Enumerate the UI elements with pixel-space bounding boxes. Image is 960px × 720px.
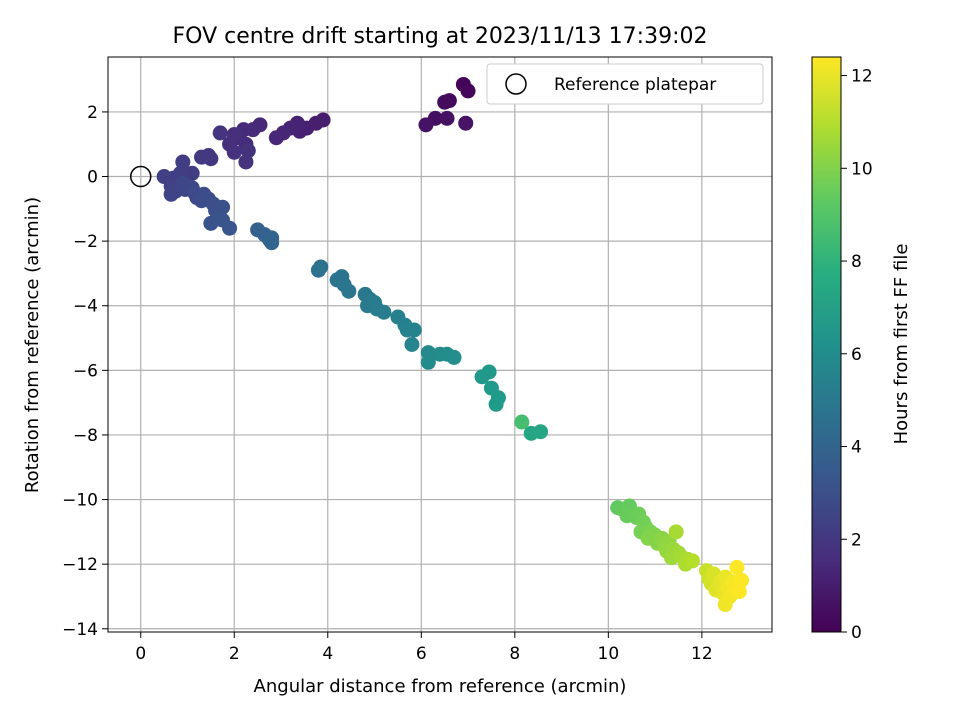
- x-tick-label: 12: [691, 644, 713, 664]
- data-point: [240, 143, 256, 159]
- data-point: [222, 220, 238, 236]
- data-point: [194, 149, 210, 165]
- data-point: [420, 354, 436, 370]
- data-point: [458, 115, 474, 131]
- data-point: [268, 130, 284, 146]
- x-tick-label: 8: [509, 644, 520, 664]
- data-point: [685, 553, 701, 569]
- y-tick-label: −10: [62, 491, 98, 511]
- y-tick-label: −14: [62, 620, 98, 640]
- colorbar-tick-label: 12: [851, 67, 873, 87]
- y-tick-label: −2: [73, 232, 98, 252]
- data-point: [163, 186, 179, 202]
- data-point: [404, 337, 420, 352]
- data-point: [238, 154, 254, 170]
- colorbar-tick-label: 2: [851, 530, 862, 550]
- y-axis-label: Rotation from reference (arcmin): [22, 197, 43, 493]
- y-axis-ticks: −14 −12 −10 −8 −6 −4 −2 0 2: [62, 103, 108, 640]
- x-tick-label: 4: [322, 644, 333, 664]
- data-point: [264, 235, 280, 251]
- y-tick-label: −6: [73, 361, 98, 381]
- data-point: [734, 572, 750, 588]
- colorbar-label: Hours from first FF file: [891, 244, 912, 445]
- plot-frame: [107, 56, 773, 633]
- data-point: [460, 83, 476, 99]
- data-point: [175, 154, 191, 170]
- data-point: [184, 165, 200, 181]
- data-point: [488, 396, 504, 412]
- colorbar-tick-label: 10: [851, 159, 873, 179]
- reference-platepar-marker: [129, 165, 152, 188]
- data-point: [418, 117, 434, 133]
- data-point: [212, 125, 228, 141]
- data-point: [376, 304, 392, 320]
- colorbar-tick-label: 0: [851, 623, 862, 643]
- legend-entry-reference: Reference platepar: [554, 75, 716, 95]
- data-point: [439, 110, 455, 126]
- data-point: [226, 144, 242, 160]
- data-point: [533, 424, 549, 440]
- chart-title: FOV centre drift starting at 2023/11/13 …: [173, 24, 708, 49]
- scatter-points: [156, 76, 750, 613]
- data-point: [203, 215, 219, 231]
- x-axis-ticks: 0 2 4 6 8 10 12: [135, 632, 713, 664]
- y-tick-label: 2: [87, 103, 98, 123]
- x-tick-label: 0: [135, 644, 146, 664]
- legend-box: [486, 63, 764, 105]
- y-tick-label: −12: [62, 555, 98, 575]
- colorbar-tick-label: 6: [851, 345, 862, 365]
- legend: Reference platepar: [486, 63, 764, 105]
- data-point: [514, 414, 530, 430]
- x-tick-label: 2: [229, 644, 240, 664]
- y-tick-label: 0: [87, 168, 98, 188]
- data-point: [437, 94, 453, 110]
- data-point: [729, 559, 745, 575]
- x-axis-label: Angular distance from reference (arcmin): [254, 676, 627, 697]
- colorbar-tick-label: 4: [851, 438, 862, 458]
- data-point: [446, 349, 462, 365]
- colorbar: [811, 56, 842, 633]
- x-tick-label: 6: [416, 644, 427, 664]
- data-point: [406, 322, 422, 338]
- data-point: [481, 364, 497, 380]
- colorbar-ticks: 0 2 4 6 8 10 12: [841, 67, 873, 643]
- data-point: [341, 283, 357, 299]
- data-point: [731, 584, 747, 600]
- grid-lines: [108, 57, 772, 632]
- x-tick-label: 10: [598, 644, 620, 664]
- data-point: [310, 262, 326, 278]
- colorbar-tick-label: 8: [851, 252, 862, 272]
- legend-marker-icon: [505, 73, 527, 95]
- y-tick-label: −8: [73, 426, 98, 446]
- y-tick-label: −4: [73, 297, 98, 317]
- data-point: [668, 524, 684, 540]
